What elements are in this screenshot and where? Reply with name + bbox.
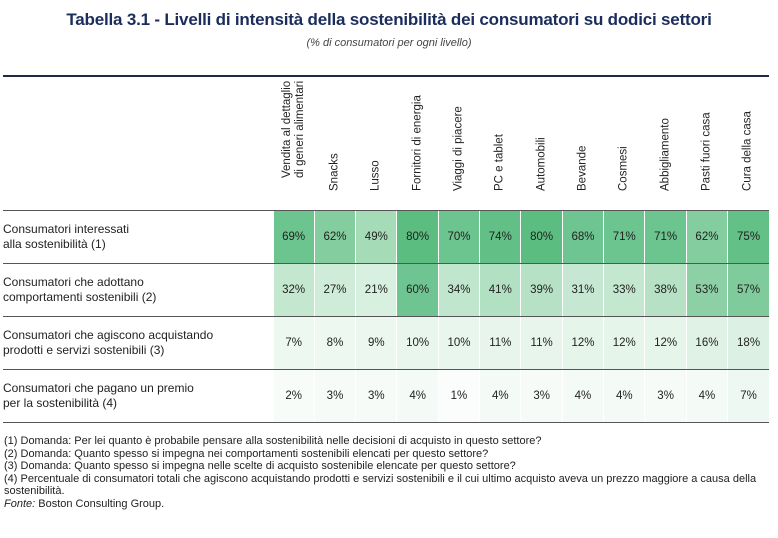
value-cell: 60% <box>396 263 439 317</box>
column-header-label: PC e tablet <box>493 134 506 191</box>
value-cell: 32% <box>272 263 315 317</box>
table-subtitle: (% di consumatori per ogni livello) <box>306 37 472 49</box>
footnote-2: (2) Domanda: Quanto spesso si impegna ne… <box>4 447 489 460</box>
value-cell: 80% <box>396 210 439 264</box>
column-header: Fornitori di energia <box>396 77 439 211</box>
column-header-label: Automobili <box>535 137 548 191</box>
value-cell: 62% <box>685 210 728 264</box>
column-header: Pasti fuori casa <box>686 77 728 211</box>
column-header: Automobili <box>520 77 563 211</box>
value-cell: 8% <box>313 316 356 370</box>
column-header-label: Lusso <box>369 160 382 191</box>
column-header-label: Snacks <box>328 153 341 191</box>
table-title: Tabella 3.1 - Livelli di intensità della… <box>66 10 712 29</box>
column-header-label: Pasti fuori casa <box>700 112 713 191</box>
value-cell: 62% <box>313 210 356 264</box>
value-cell: 74% <box>479 210 521 264</box>
value-cell: 2% <box>272 369 315 423</box>
value-cell: 41% <box>479 263 521 317</box>
value-cell: 4% <box>685 369 728 423</box>
value-cell: 12% <box>561 316 604 370</box>
column-header: Viaggi di piacere <box>438 77 480 211</box>
value-cell: 57% <box>727 263 769 317</box>
column-header: Abbigliamento <box>644 77 687 211</box>
table-row: Consumatori che agiscono acquistando pro… <box>3 316 769 370</box>
column-header: Vendita al dettaglio di generi alimentar… <box>273 77 315 211</box>
source-text: Boston Consulting Group. <box>35 497 165 510</box>
value-cell: 16% <box>685 316 728 370</box>
source-label: Fonte: <box>4 497 36 510</box>
row-label: Consumatori che agiscono acquistando pro… <box>3 316 273 370</box>
column-header-label: Cosmesi <box>617 146 630 191</box>
value-cell: 12% <box>644 316 687 370</box>
header-row: Vendita al dettaglio di generi alimentar… <box>3 77 769 211</box>
top-rule <box>3 75 769 77</box>
footnote-4: (4) Percentuale di consumatori totali ch… <box>4 472 757 498</box>
value-cell: 1% <box>437 369 480 423</box>
value-cell: 21% <box>355 263 397 317</box>
value-cell: 71% <box>603 210 645 264</box>
column-header-label: Abbigliamento <box>659 118 672 191</box>
column-header: Lusso <box>355 77 397 211</box>
value-cell: 12% <box>603 316 645 370</box>
column-header-label: Viaggi di piacere <box>452 106 465 191</box>
value-cell: 10% <box>437 316 480 370</box>
value-cell: 4% <box>603 369 645 423</box>
table-row: Consumatori interessati alla sostenibili… <box>3 210 769 264</box>
value-cell: 4% <box>396 369 439 423</box>
header-corner <box>3 77 273 211</box>
value-cell: 7% <box>272 316 315 370</box>
value-cell: 4% <box>479 369 521 423</box>
sustainability-table: Vendita al dettaglio di generi alimentar… <box>3 77 769 423</box>
value-cell: 11% <box>520 316 563 370</box>
footnotes: (1) Domanda: Per lei quanto è probabile … <box>4 435 774 510</box>
value-cell: 49% <box>355 210 397 264</box>
value-cell: 10% <box>396 316 439 370</box>
value-cell: 33% <box>603 263 645 317</box>
table-body: Consumatori interessati alla sostenibili… <box>3 210 769 423</box>
value-cell: 3% <box>313 369 356 423</box>
value-cell: 68% <box>561 210 604 264</box>
value-cell: 69% <box>272 210 315 264</box>
value-cell: 70% <box>437 210 480 264</box>
value-cell: 39% <box>520 263 563 317</box>
column-header: Bevande <box>562 77 604 211</box>
column-header-label: Cura della casa <box>741 111 754 191</box>
value-cell: 80% <box>520 210 563 264</box>
column-header: PC e tablet <box>479 77 521 211</box>
value-cell: 31% <box>561 263 604 317</box>
value-cell: 9% <box>355 316 397 370</box>
value-cell: 38% <box>644 263 687 317</box>
column-header-label: Fornitori di energia <box>411 95 424 191</box>
value-cell: 34% <box>437 263 480 317</box>
row-label: Consumatori interessati alla sostenibili… <box>3 210 273 264</box>
column-header: Snacks <box>314 77 356 211</box>
value-cell: 4% <box>561 369 604 423</box>
value-cell: 18% <box>727 316 769 370</box>
value-cell: 3% <box>644 369 687 423</box>
value-cell: 3% <box>355 369 397 423</box>
column-header: Cura della casa <box>727 77 769 211</box>
table-row: Consumatori che adottano comportamenti s… <box>3 263 769 317</box>
value-cell: 75% <box>727 210 769 264</box>
table-row: Consumatori che pagano un premio per la … <box>3 369 769 423</box>
column-header: Cosmesi <box>603 77 645 211</box>
value-cell: 27% <box>313 263 356 317</box>
row-label: Consumatori che adottano comportamenti s… <box>3 263 273 317</box>
footnote-1: (1) Domanda: Per lei quanto è probabile … <box>4 435 542 447</box>
column-header-label: Vendita al dettaglio di generi alimentar… <box>280 80 306 178</box>
value-cell: 71% <box>644 210 687 264</box>
row-label: Consumatori che pagano un premio per la … <box>3 369 273 423</box>
value-cell: 11% <box>479 316 521 370</box>
footnote-3: (3) Domanda: Quanto spesso si impegna ne… <box>4 460 516 472</box>
value-cell: 53% <box>685 263 728 317</box>
value-cell: 7% <box>727 369 769 423</box>
source-line: Fonte: Boston Consulting Group. <box>4 498 774 511</box>
value-cell: 3% <box>520 369 563 423</box>
column-header-label: Bevande <box>576 145 589 191</box>
